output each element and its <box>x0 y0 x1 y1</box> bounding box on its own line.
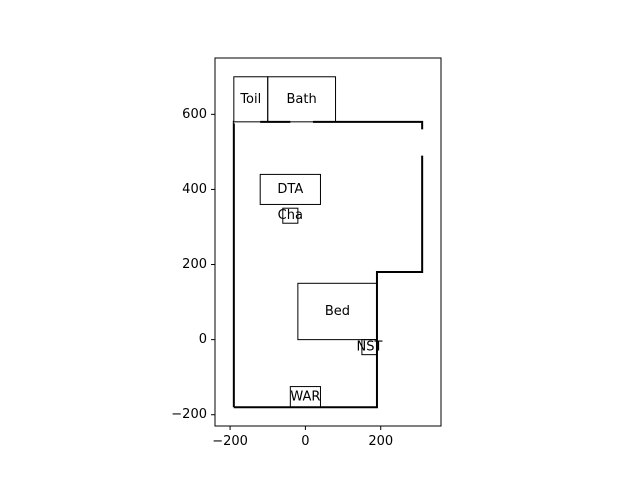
walls-layer <box>232 120 424 409</box>
x-tick-label: −200 <box>212 434 248 449</box>
label-nightstand: NST <box>356 340 382 355</box>
furniture-wardrobe <box>289 386 321 408</box>
label-dta: DTA <box>277 182 303 197</box>
ticks-layer: −200 0 200 −200 0 200 400 600 <box>171 107 393 449</box>
furniture-nightstand <box>361 339 378 356</box>
x-tick-label: 0 <box>301 434 309 449</box>
y-tick-label: 0 <box>199 332 207 347</box>
axes-frame <box>214 57 442 427</box>
label-bath: Bath <box>287 92 317 107</box>
furniture-dta <box>259 173 321 205</box>
furniture-bed <box>297 282 378 341</box>
x-tick-label: 200 <box>368 434 393 449</box>
labels-layer: Toil Bath DTA Cha Bed NST WAR <box>239 92 382 405</box>
y-tick-label: −200 <box>171 407 207 422</box>
label-bed: Bed <box>325 304 350 319</box>
label-toilet: Toil <box>239 92 261 107</box>
y-tick-label: 600 <box>182 107 207 122</box>
room-bath <box>267 76 337 123</box>
furniture-layer <box>233 76 378 408</box>
y-tick-label: 400 <box>182 182 207 197</box>
y-tick-label: 200 <box>182 257 207 272</box>
room-walls <box>232 120 424 409</box>
furniture-chair <box>282 207 299 224</box>
label-wardrobe: WAR <box>290 389 320 404</box>
label-chair: Cha <box>278 208 303 223</box>
